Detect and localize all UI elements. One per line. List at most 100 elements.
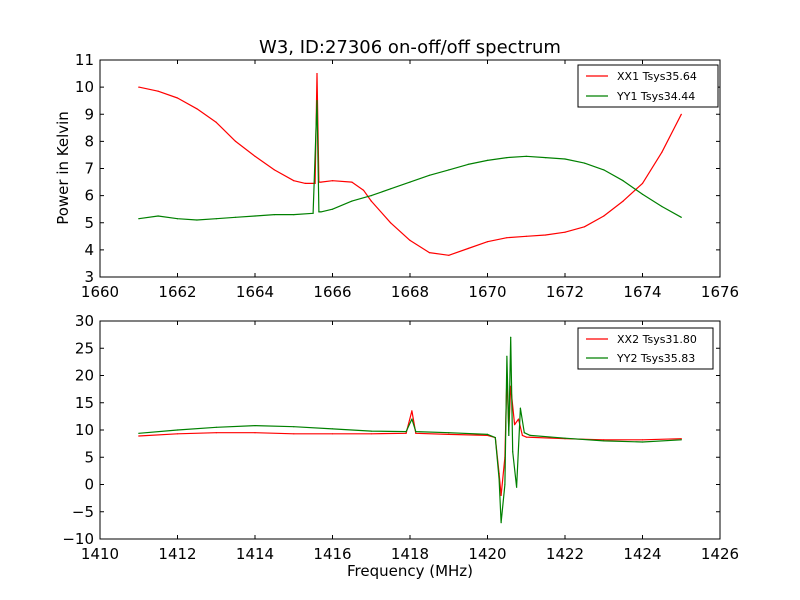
- series-line-yy2: [138, 336, 682, 524]
- data-point: [641, 441, 644, 443]
- data-point: [661, 205, 663, 208]
- data-point: [370, 200, 372, 202]
- data-point: [467, 163, 469, 165]
- x-tick-label: 1674: [623, 283, 661, 301]
- data-point: [215, 432, 217, 434]
- data-point: [370, 430, 372, 432]
- data-point: [215, 218, 217, 220]
- data-point: [316, 73, 318, 75]
- y-tick-label: 7: [84, 160, 94, 178]
- data-point: [254, 155, 256, 157]
- x-tick-label: 1424: [623, 545, 661, 563]
- data-point: [517, 418, 520, 420]
- data-point: [351, 181, 353, 183]
- y-tick-label: 11: [75, 51, 94, 69]
- data-point: [486, 241, 489, 243]
- data-point: [428, 174, 430, 176]
- data-point: [157, 90, 159, 92]
- x-tick-label: 1664: [236, 283, 274, 301]
- data-point: [254, 432, 256, 434]
- data-point: [525, 235, 527, 237]
- data-point: [390, 222, 392, 224]
- data-point: [514, 424, 516, 426]
- data-point: [351, 200, 353, 202]
- y-tick-label: 25: [75, 339, 94, 357]
- data-point: [273, 214, 275, 216]
- data-point: [510, 336, 512, 338]
- y-tick-label: 10: [75, 421, 94, 439]
- y-tick-label: 20: [75, 367, 94, 385]
- data-point: [622, 180, 624, 182]
- x-tick-label: 1418: [391, 545, 429, 563]
- data-point: [641, 439, 644, 441]
- data-point: [506, 237, 508, 239]
- data-point: [500, 494, 502, 496]
- data-point: [405, 432, 407, 434]
- data-point: [293, 180, 295, 182]
- legend-label-xx1: XX1 Tsys35.64: [617, 70, 697, 83]
- data-point: [176, 429, 179, 431]
- data-point: [486, 433, 489, 435]
- y-tick-label: 8: [84, 132, 94, 150]
- data-point: [498, 478, 500, 480]
- data-point: [521, 434, 524, 436]
- data-point: [641, 182, 644, 184]
- data-point: [314, 182, 316, 184]
- data-point: [254, 425, 256, 427]
- figure-title: W3, ID:27306 on-off/off spectrum: [259, 37, 561, 58]
- data-point: [312, 212, 314, 214]
- y-tick-label: 6: [84, 187, 94, 205]
- data-point: [254, 215, 256, 217]
- data-point: [409, 181, 411, 183]
- data-point: [331, 428, 334, 430]
- x-tick-label: 1414: [236, 545, 274, 563]
- x-tick-label: 1426: [701, 545, 739, 563]
- legend-frame: [577, 64, 719, 108]
- data-point: [564, 158, 566, 160]
- data-point: [320, 181, 322, 183]
- data-point: [293, 214, 295, 216]
- data-point: [428, 252, 430, 254]
- data-point: [138, 218, 140, 220]
- data-point: [680, 216, 682, 218]
- data-point: [603, 215, 605, 217]
- data-point: [583, 226, 586, 228]
- data-point: [318, 211, 320, 213]
- data-point: [680, 439, 682, 441]
- data-point: [138, 432, 140, 434]
- data-point: [512, 451, 514, 453]
- data-point: [506, 157, 508, 159]
- data-point: [293, 426, 295, 428]
- x-axis-label: Frequency (MHz): [347, 562, 473, 580]
- data-point: [525, 436, 527, 438]
- x-tick-label: 1662: [158, 283, 196, 301]
- data-point: [362, 189, 365, 191]
- data-point: [516, 486, 518, 488]
- x-tick-label: 1666: [313, 283, 351, 301]
- y-tick-label: 30: [75, 312, 94, 330]
- data-point: [196, 108, 198, 110]
- y-tick-label: 9: [84, 105, 94, 123]
- data-point: [529, 434, 531, 436]
- x-tick-label: 1660: [81, 283, 119, 301]
- y-tick-label: 15: [75, 394, 94, 412]
- legend-frame: [577, 327, 714, 370]
- data-point: [331, 433, 334, 435]
- legend-label-xx2: XX2 Tsys31.80: [617, 333, 697, 346]
- data-point: [500, 522, 502, 524]
- x-tick-label: 1670: [468, 283, 506, 301]
- legend-top: XX1 Tsys35.64 YY1 Tsys34.44: [577, 64, 719, 108]
- data-point: [415, 432, 417, 434]
- data-point: [583, 162, 586, 164]
- data-point: [409, 239, 411, 241]
- data-point: [603, 169, 605, 171]
- data-point: [157, 215, 159, 217]
- data-point: [176, 218, 179, 220]
- y-tick-label: −5: [72, 503, 94, 521]
- data-point: [390, 188, 392, 190]
- data-point: [564, 437, 566, 439]
- x-tick-label: 1672: [546, 283, 584, 301]
- y-tick-label: 0: [84, 476, 94, 494]
- legend-bottom: XX2 Tsys31.80 YY2 Tsys35.83: [577, 327, 714, 370]
- data-point: [448, 169, 450, 171]
